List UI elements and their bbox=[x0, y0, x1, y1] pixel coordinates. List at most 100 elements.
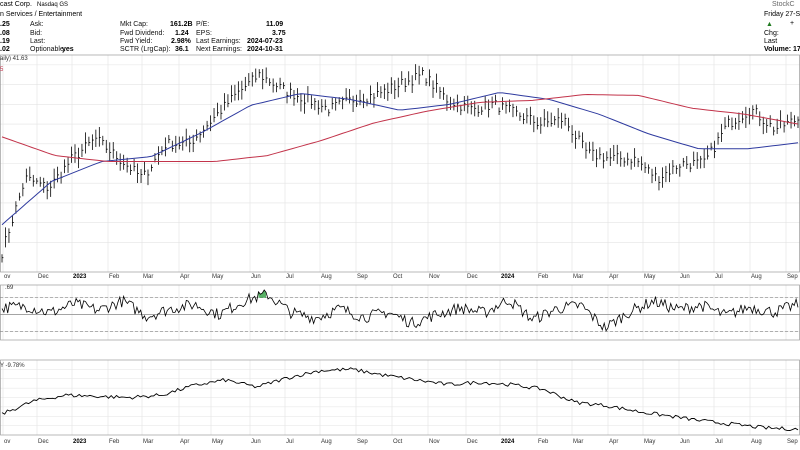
up-arrow-icon: ▲ bbox=[766, 21, 773, 28]
left-value-3: .19 bbox=[0, 38, 10, 45]
x-tick-label: ov bbox=[4, 274, 10, 280]
sctr-label: SCTR (LrgCap): bbox=[120, 46, 171, 53]
x-tick-label: Sep bbox=[787, 439, 798, 445]
price-panel bbox=[1, 64, 800, 263]
x-tick-label: Oct bbox=[393, 274, 403, 280]
x-tick-label: Mar bbox=[573, 274, 583, 280]
mktcap-label: Mkt Cap: bbox=[120, 21, 149, 28]
relative-strength-line bbox=[1, 367, 799, 432]
grid-lines bbox=[0, 55, 800, 435]
panel-frames bbox=[0, 54, 800, 436]
left-value-2: .08 bbox=[0, 30, 10, 37]
ma-blue-line bbox=[1, 92, 799, 226]
x-tick-label: Feb bbox=[109, 439, 120, 445]
price-legend-2: 5 bbox=[0, 67, 4, 73]
chg-label: Chg: bbox=[764, 30, 779, 37]
volume: Volume: 17,0 bbox=[764, 46, 800, 53]
x-tick-label: Apr bbox=[180, 274, 189, 280]
lastearn-value: 2024-07-23 bbox=[247, 38, 283, 45]
x-tick-label: Sep bbox=[357, 439, 368, 445]
x-tick-label: Nov bbox=[429, 274, 440, 280]
x-tick-label: May bbox=[212, 439, 223, 445]
left-value-4: .02 bbox=[0, 46, 10, 53]
company-name: cast Corp. bbox=[0, 1, 32, 8]
rs-legend: Y -9.78% bbox=[0, 363, 25, 369]
lastearn-label: Last Earnings: bbox=[196, 38, 241, 45]
relative-strength-panel bbox=[1, 367, 799, 432]
nextearn-value: 2024-10-31 bbox=[247, 46, 283, 53]
x-tick-label: Sep bbox=[787, 274, 798, 280]
oscillator-line bbox=[1, 289, 799, 332]
x-tick-label: Sep bbox=[357, 274, 368, 280]
x-tick-label: Feb bbox=[109, 274, 120, 280]
x-tick-label: 2023 bbox=[73, 274, 87, 280]
x-tick-label: Apr bbox=[180, 439, 189, 445]
pe-label: P/E: bbox=[196, 21, 210, 28]
series-layer bbox=[1, 64, 800, 432]
fwdyield-value: 2.98% bbox=[171, 38, 191, 45]
eps-value: 3.75 bbox=[272, 30, 286, 37]
price-legend: aily) 41.63 bbox=[0, 56, 28, 62]
optionable-label: Optionable: bbox=[30, 46, 66, 53]
x-tick-label: Aug bbox=[321, 274, 332, 280]
oscillator-panel bbox=[1, 289, 799, 332]
x-tick-label: ov bbox=[4, 439, 10, 445]
x-tick-label: Mar bbox=[573, 439, 583, 445]
x-tick-label: Oct bbox=[393, 439, 403, 445]
nextearn-label: Next Earnings: bbox=[196, 46, 242, 53]
x-tick-label: Dec bbox=[38, 274, 49, 280]
mktcap-value: 161.2B bbox=[170, 21, 193, 28]
quote-date: Friday 27-S bbox=[764, 11, 800, 18]
x-tick-label: Jun bbox=[680, 439, 690, 445]
last-label: Last: bbox=[30, 38, 46, 45]
x-tick-label: Apr bbox=[609, 439, 618, 445]
left-value-1: .25 bbox=[0, 21, 10, 28]
overbought-shading bbox=[258, 290, 267, 298]
exchange: Nasdaq GS bbox=[37, 2, 69, 8]
x-axis-labels: ov Dec 2023 Feb Mar Apr May Jun Jul Aug Sep Oct Nov D… bbox=[4, 274, 798, 445]
bid-label: Bid: bbox=[30, 30, 43, 37]
ma-red-line bbox=[1, 93, 799, 162]
oscillator-reference-lines bbox=[0, 297, 800, 332]
sctr-value: 36.1 bbox=[175, 46, 189, 53]
x-tick-label: Dec bbox=[467, 274, 478, 280]
oscillator-legend: .69 bbox=[5, 285, 14, 291]
x-tick-label: Nov bbox=[429, 439, 440, 445]
x-tick-label: May bbox=[644, 439, 655, 445]
x-tick-label: Jul bbox=[286, 439, 294, 445]
x-tick-label: Jul bbox=[286, 274, 294, 280]
quote-header: cast Corp. Nasdaq GS n Services / Entert… bbox=[0, 0, 800, 53]
x-tick-label: Mar bbox=[143, 274, 153, 280]
x-tick-label: May bbox=[212, 274, 223, 280]
pe-value: 11.09 bbox=[266, 21, 284, 28]
x-tick-label: Jun bbox=[251, 274, 261, 280]
eps-label: EPS: bbox=[196, 30, 212, 37]
x-tick-label: 2023 bbox=[73, 439, 87, 445]
x-tick-label: 2024 bbox=[501, 439, 515, 445]
x-tick-label: Jul bbox=[715, 439, 723, 445]
last-label-right: Last bbox=[764, 38, 778, 45]
x-tick-label: May bbox=[644, 274, 655, 280]
x-tick-label: 2024 bbox=[501, 274, 515, 280]
x-tick-label: Jun bbox=[680, 274, 690, 280]
optionable-value: yes bbox=[62, 46, 74, 53]
x-tick-label: Aug bbox=[321, 439, 332, 445]
x-tick-label: Dec bbox=[38, 439, 49, 445]
x-tick-label: Jul bbox=[715, 274, 723, 280]
x-tick-label: Apr bbox=[609, 274, 618, 280]
stockcharts-logo: StockC bbox=[772, 1, 795, 8]
sector: n Services / Entertainment bbox=[0, 11, 83, 18]
x-tick-label: Feb bbox=[538, 439, 549, 445]
fwddiv-label: Fwd Dividend: bbox=[120, 30, 165, 37]
ask-label: Ask: bbox=[30, 21, 44, 28]
x-tick-label: Aug bbox=[751, 439, 762, 445]
x-tick-label: Dec bbox=[467, 439, 478, 445]
fwdyield-label: Fwd Yield: bbox=[120, 38, 153, 45]
fwddiv-value: 1.24 bbox=[175, 30, 189, 37]
x-tick-label: Aug bbox=[751, 274, 762, 280]
x-tick-label: Mar bbox=[143, 439, 153, 445]
x-tick-label: Feb bbox=[538, 274, 549, 280]
change-value: + bbox=[790, 20, 795, 27]
x-tick-label: Jun bbox=[251, 439, 261, 445]
